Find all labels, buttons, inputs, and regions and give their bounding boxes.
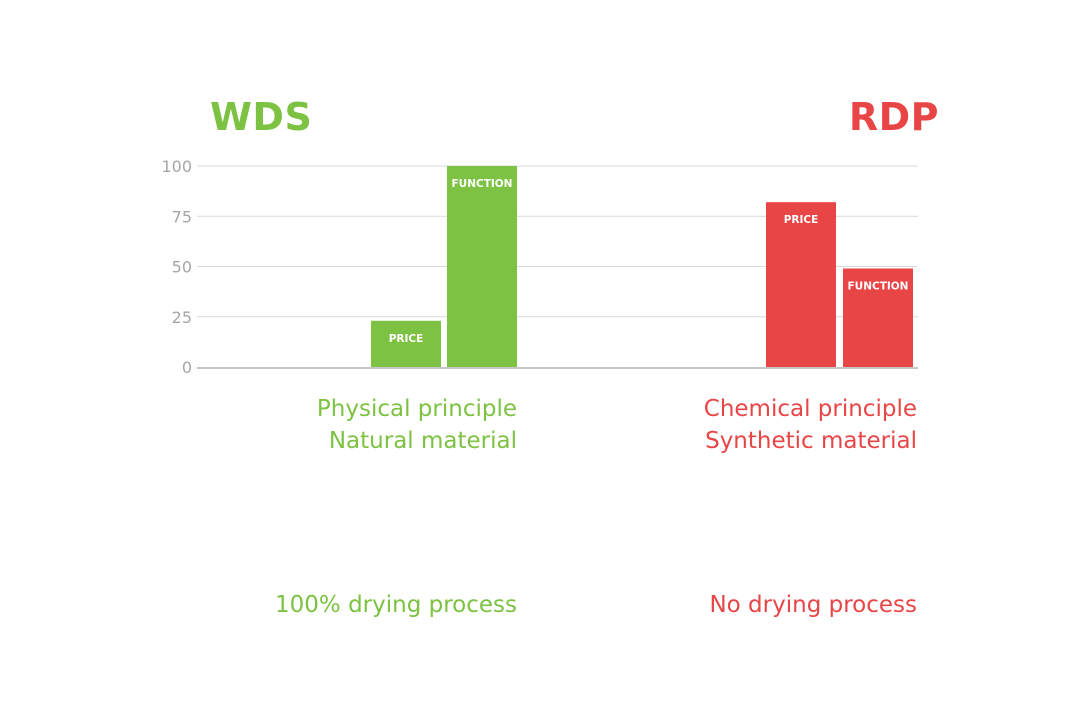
wds-material-text: Natural material [328,428,517,454]
y-tick-label: 75 [172,207,192,226]
wds-description: Physical principle Natural material [97,393,517,457]
y-tick-label: 50 [172,258,192,277]
rdp-drying-note: No drying process [709,592,917,618]
wds-heading: WDS [210,95,313,139]
rdp-description: Chemical principle Synthetic material [497,393,917,457]
wds-price-bar-label: PRICE [389,333,424,345]
rdp-principle-text: Chemical principle [703,396,917,422]
wds-price-bar [371,320,441,367]
y-tick-label: 100 [161,157,192,176]
rdp-function-bar [843,268,913,367]
rdp-price-bar [766,202,836,367]
wds-function-bar [447,166,517,367]
rdp-function-bar-label: FUNCTION [848,281,909,293]
rdp-heading: RDP [848,95,939,139]
rdp-material-text: Synthetic material [705,428,917,454]
wds-function-bar-label: FUNCTION [452,178,513,190]
rdp-price-bar-label: PRICE [784,214,819,226]
wds-principle-text: Physical principle [316,396,517,422]
wds-drying-note: 100% drying process [275,592,517,618]
y-tick-label: 0 [182,358,192,377]
y-tick-label: 25 [172,308,192,327]
